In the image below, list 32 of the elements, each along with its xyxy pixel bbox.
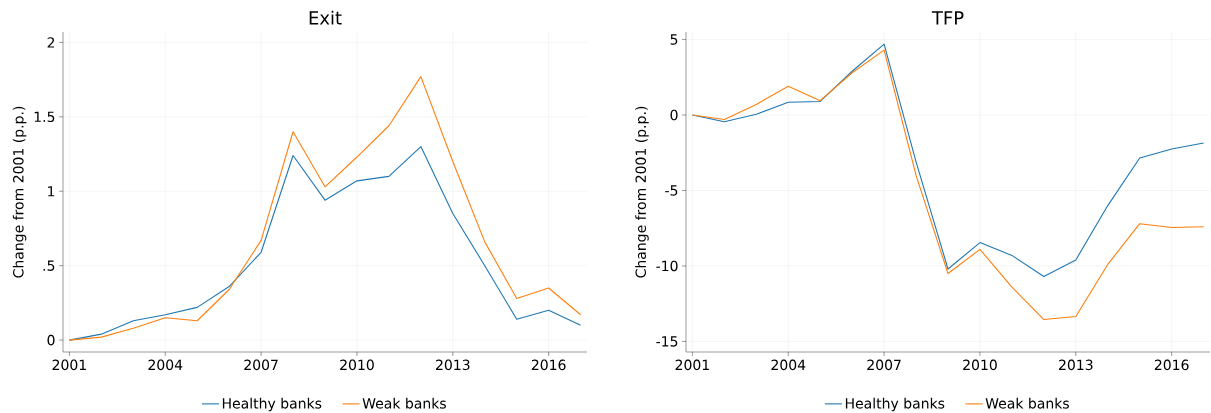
- chart-title: TFP: [931, 11, 964, 25]
- chart-title: Exit: [309, 10, 342, 25]
- x-tick-label: 2013: [1059, 359, 1093, 371]
- x-tick-label: 2007: [867, 359, 901, 371]
- x-tick-label: 2010: [340, 359, 374, 371]
- y-tick-label: .5: [43, 260, 55, 271]
- y-tick-label: 1.5: [34, 111, 55, 123]
- y-tick-label: 5: [670, 34, 678, 45]
- y-tick-label: 2: [47, 37, 55, 48]
- x-tick-label: 2004: [771, 359, 806, 371]
- legend-label: Weak banks: [985, 397, 1069, 409]
- y-tick-label: -10: [656, 260, 678, 272]
- x-tick-label: 2016: [531, 359, 566, 371]
- x-tick-label: 2001: [52, 359, 86, 371]
- x-tick-label: 2010: [963, 359, 997, 371]
- y-tick-label: -5: [665, 185, 678, 196]
- x-tick-label: 2013: [436, 359, 470, 371]
- x-tick-label: 2004: [148, 359, 183, 371]
- x-tick-label: 2001: [675, 359, 709, 371]
- legend-label: Healthy banks: [222, 397, 322, 412]
- y-tick-label: -15: [656, 336, 678, 347]
- y-axis-title: Change from 2001 (p.p.): [635, 106, 649, 278]
- x-tick-label: 2016: [1154, 359, 1189, 371]
- line-series: [691, 49, 1205, 321]
- y-tick-label: 0: [670, 109, 678, 121]
- legend-label: Healthy banks: [845, 397, 945, 412]
- x-tick-label: 2007: [244, 359, 278, 371]
- y-tick-label: 0: [47, 334, 55, 346]
- legend-label: Weak banks: [362, 397, 446, 409]
- y-axis-title: Change from 2001 (p.p.): [12, 106, 27, 278]
- line-series: [68, 76, 582, 341]
- y-tick-label: 1: [48, 186, 55, 197]
